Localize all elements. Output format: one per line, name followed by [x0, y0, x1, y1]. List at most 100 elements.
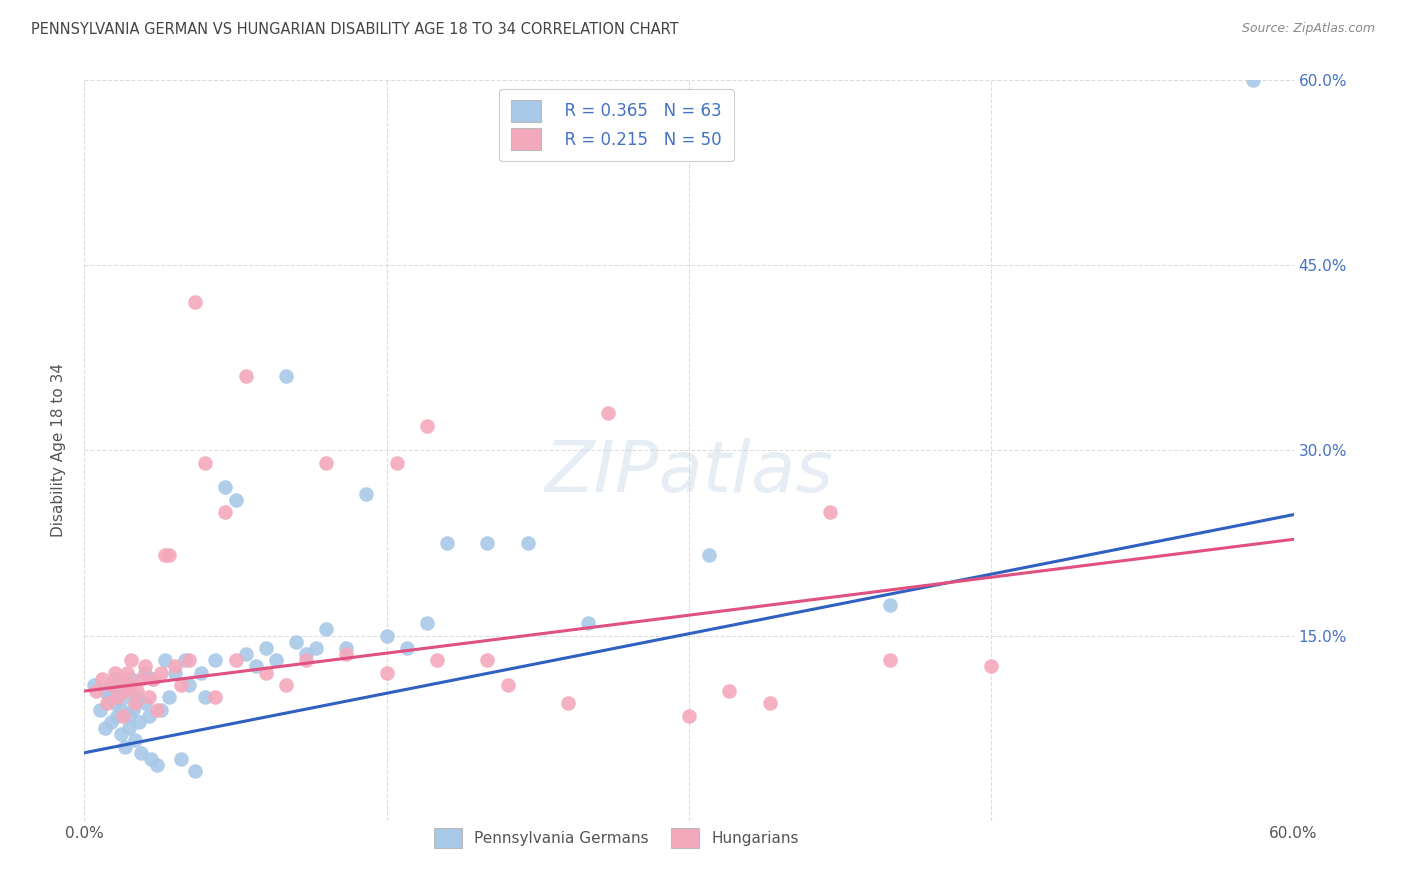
- Point: [235, 647, 257, 661]
- Point: [157, 690, 180, 705]
- Point: [170, 752, 193, 766]
- Point: [315, 456, 337, 470]
- Point: [146, 703, 169, 717]
- Point: [295, 653, 318, 667]
- Point: [124, 697, 146, 711]
- Point: [104, 697, 127, 711]
- Point: [153, 653, 176, 667]
- Point: [477, 653, 499, 667]
- Point: [496, 678, 519, 692]
- Point: [416, 616, 439, 631]
- Point: [214, 480, 236, 494]
- Point: [477, 536, 499, 550]
- Point: [91, 672, 114, 686]
- Point: [436, 536, 458, 550]
- Point: [125, 684, 148, 698]
- Text: PENNSYLVANIA GERMAN VS HUNGARIAN DISABILITY AGE 18 TO 34 CORRELATION CHART: PENNSYLVANIA GERMAN VS HUNGARIAN DISABIL…: [31, 22, 679, 37]
- Point: [179, 678, 201, 692]
- Point: [225, 653, 247, 667]
- Point: [149, 665, 172, 680]
- Point: [93, 721, 115, 735]
- Point: [305, 640, 328, 655]
- Point: [138, 708, 160, 723]
- Point: [129, 672, 152, 686]
- Point: [124, 733, 146, 747]
- Point: [114, 739, 136, 754]
- Point: [194, 456, 217, 470]
- Point: [718, 684, 741, 698]
- Point: [179, 653, 201, 667]
- Point: [204, 653, 226, 667]
- Point: [245, 659, 267, 673]
- Point: [142, 672, 165, 686]
- Point: [110, 672, 132, 686]
- Point: [142, 672, 165, 686]
- Point: [165, 665, 187, 680]
- Point: [114, 684, 136, 698]
- Point: [190, 665, 212, 680]
- Point: [385, 456, 408, 470]
- Point: [120, 672, 142, 686]
- Point: [118, 721, 141, 735]
- Point: [121, 703, 143, 717]
- Point: [120, 653, 142, 667]
- Point: [184, 295, 207, 310]
- Point: [157, 549, 180, 563]
- Point: [697, 549, 720, 563]
- Point: [115, 690, 138, 705]
- Point: [395, 640, 418, 655]
- Point: [105, 690, 128, 705]
- Point: [134, 697, 156, 711]
- Point: [598, 407, 620, 421]
- Point: [235, 369, 257, 384]
- Point: [416, 418, 439, 433]
- Point: [107, 684, 129, 698]
- Point: [356, 486, 378, 500]
- Point: [335, 640, 357, 655]
- Point: [274, 678, 297, 692]
- Point: [129, 746, 152, 760]
- Point: [1241, 73, 1264, 87]
- Point: [89, 703, 111, 717]
- Point: [980, 659, 1002, 673]
- Point: [295, 647, 318, 661]
- Point: [818, 505, 841, 519]
- Point: [204, 690, 226, 705]
- Y-axis label: Disability Age 18 to 34: Disability Age 18 to 34: [51, 363, 66, 538]
- Point: [576, 616, 599, 631]
- Point: [557, 697, 579, 711]
- Point: [879, 598, 901, 612]
- Point: [110, 703, 132, 717]
- Point: [426, 653, 449, 667]
- Text: ZIPatlas: ZIPatlas: [544, 438, 834, 508]
- Point: [110, 727, 132, 741]
- Point: [170, 678, 193, 692]
- Point: [375, 665, 398, 680]
- Point: [315, 623, 337, 637]
- Point: [214, 505, 236, 519]
- Point: [114, 678, 136, 692]
- Point: [97, 690, 120, 705]
- Point: [678, 708, 700, 723]
- Point: [149, 703, 172, 717]
- Point: [174, 653, 197, 667]
- Point: [125, 690, 148, 705]
- Point: [139, 752, 162, 766]
- Point: [83, 678, 105, 692]
- Point: [153, 549, 176, 563]
- Point: [115, 665, 138, 680]
- Point: [86, 684, 108, 698]
- Point: [100, 714, 122, 729]
- Point: [194, 690, 217, 705]
- Point: [104, 665, 127, 680]
- Point: [165, 659, 187, 673]
- Point: [104, 672, 127, 686]
- Point: [93, 684, 115, 698]
- Point: [335, 647, 357, 661]
- Point: [285, 634, 308, 648]
- Point: [118, 708, 141, 723]
- Point: [758, 697, 780, 711]
- Point: [254, 665, 277, 680]
- Point: [146, 758, 169, 772]
- Legend: Pennsylvania Germans, Hungarians: Pennsylvania Germans, Hungarians: [427, 822, 804, 854]
